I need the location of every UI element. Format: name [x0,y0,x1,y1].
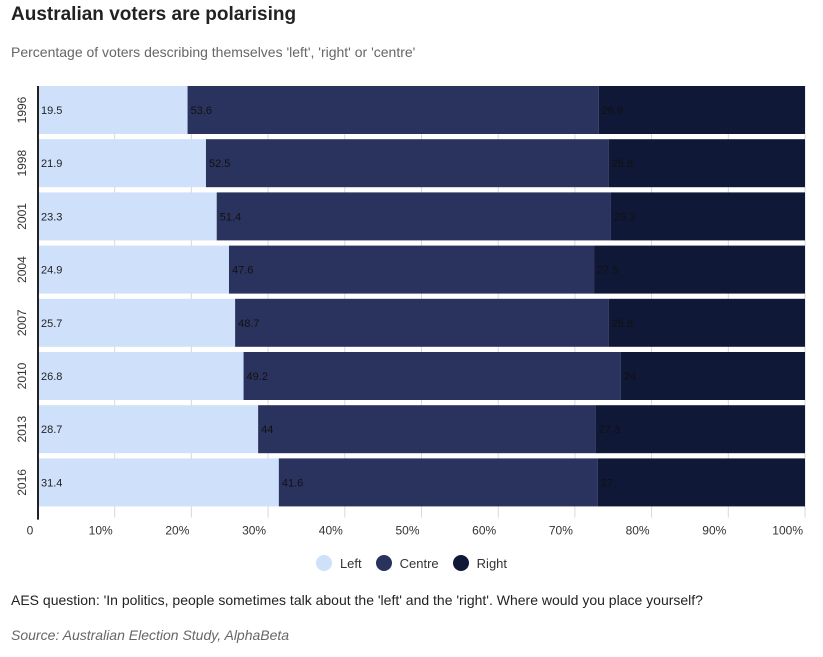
x-tick-label: 20% [165,524,189,538]
bar-centre-2016[interactable] [278,458,598,507]
data-label-centre-2013: 44 [261,424,273,436]
bar-right-2007[interactable] [608,298,805,347]
data-label-centre-2007: 48.7 [238,318,259,330]
data-label-left-2016: 31.4 [41,477,62,489]
y-tick-label-2007: 2007 [15,309,29,336]
legend-swatch-right [452,555,469,571]
bar-left-2010[interactable] [38,352,244,400]
legend-label-right: Right [476,555,508,571]
data-label-right-2010: 24 [624,371,636,383]
legend-label-centre: Centre [399,555,439,571]
bar-centre-1998[interactable] [205,139,609,188]
data-label-left-1998: 21.9 [41,158,62,170]
bar-left-2013[interactable] [38,405,259,454]
bar-right-1998[interactable] [608,139,805,188]
x-tick-label: 0 [27,524,34,538]
bar-centre-2013[interactable] [258,405,596,454]
x-tick-label: 90% [702,524,726,538]
bar-centre-2001[interactable] [216,192,611,241]
data-label-centre-1998: 52.5 [209,158,230,170]
bar-right-2001[interactable] [610,192,805,241]
x-tick-label: 60% [472,524,496,538]
x-tick-label: 40% [319,524,343,538]
y-tick-label-2016: 2016 [15,469,29,496]
x-tick-label: 50% [395,524,419,538]
legend-item-right[interactable]: Right [452,555,508,571]
bar-left-2004[interactable] [38,245,229,294]
x-tick-label: 80% [626,524,650,538]
bar-left-1998[interactable] [38,139,206,188]
legend-swatch-left [315,555,332,571]
bar-centre-2007[interactable] [235,298,609,347]
x-tick-label: 100% [772,524,803,538]
bar-centre-2010[interactable] [243,352,621,400]
stacked-bar-chart: 19.5 53.6 26.9 1996 21.9 52.5 25.6 1998 23.3 51.4… [15,86,806,538]
data-label-right-2004: 27.5 [597,265,618,277]
legend-swatch-centre [375,555,392,571]
bar-centre-1996[interactable] [187,86,599,134]
data-label-left-2004: 24.9 [41,265,62,277]
y-tick-label-2001: 2001 [15,203,29,230]
data-label-right-2001: 25.3 [614,211,635,223]
bar-right-2013[interactable] [595,405,805,454]
data-label-centre-2001: 51.4 [220,211,241,223]
bar-right-2016[interactable] [597,458,805,507]
bar-right-2004[interactable] [594,245,805,294]
x-tick-label: 10% [89,524,113,538]
bar-left-2016[interactable] [38,458,279,507]
y-tick-label-2010: 2010 [15,362,29,389]
y-tick-label-1996: 1996 [15,96,29,123]
x-tick-label: 30% [242,524,266,538]
data-label-right-2016: 27 [601,477,613,489]
y-tick-label-2013: 2013 [15,416,29,443]
legend-item-centre[interactable]: Centre [375,555,439,571]
bar-right-1996[interactable] [598,86,805,134]
data-label-centre-2016: 41.6 [282,477,303,489]
data-label-centre-2004: 47.6 [232,265,253,277]
data-label-right-2007: 25.6 [612,318,633,330]
bar-left-1996[interactable] [38,86,188,134]
legend-label-left: Left [339,555,362,571]
y-tick-label-1998: 1998 [15,150,29,177]
data-label-left-2013: 28.7 [41,424,62,436]
data-label-right-2013: 27.3 [599,424,620,436]
data-label-right-1996: 26.9 [602,105,623,117]
data-label-centre-1996: 53.6 [191,105,212,117]
source-note: Source: Australian Election Study, Alpha… [11,627,290,643]
data-label-left-1996: 19.5 [41,105,62,117]
data-label-left-2010: 26.8 [41,371,62,383]
bar-centre-2004[interactable] [228,245,595,294]
data-label-left-2001: 23.3 [41,211,62,223]
data-label-right-1998: 25.6 [612,158,633,170]
bar-left-2007[interactable] [38,298,236,347]
bar-right-2010[interactable] [620,352,805,400]
survey-question-note: AES question: 'In politics, people somet… [11,592,703,608]
data-label-centre-2010: 49.2 [247,371,268,383]
bar-left-2001[interactable] [38,192,217,241]
chart-title: Australian voters are polarising [11,4,297,25]
y-tick-label-2004: 2004 [15,256,29,283]
chart-subtitle: Percentage of voters describing themselv… [11,44,416,60]
x-tick-label: 70% [549,524,573,538]
data-label-left-2007: 25.7 [41,318,62,330]
legend: Left Centre Right [0,555,823,571]
legend-item-left[interactable]: Left [315,555,362,571]
